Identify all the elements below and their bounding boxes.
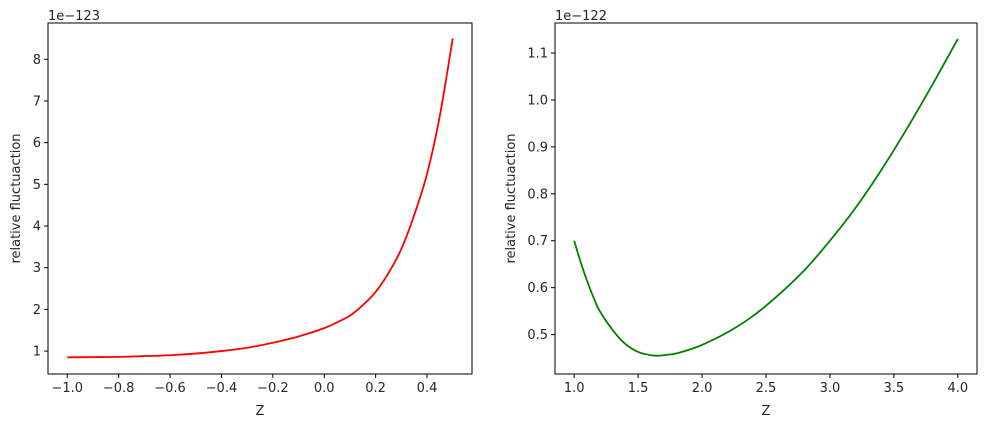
left-y-tick-label: 6 xyxy=(33,136,41,151)
left-y-tick-label: 1 xyxy=(33,345,41,360)
right-y-tick-label: 0.5 xyxy=(527,328,548,343)
right-x-tick-label: 2.0 xyxy=(692,381,713,396)
right-x-tick-label: 1.0 xyxy=(564,381,585,396)
right-y-tick-label: 0.6 xyxy=(527,281,548,296)
right-y-tick-label: 0.7 xyxy=(527,234,548,249)
left-y-tick-label: 5 xyxy=(33,178,41,193)
right-y-tick-label: 1.1 xyxy=(527,47,548,62)
left-x-tick-label: 0.2 xyxy=(365,381,386,396)
left-offset-text: 1e−123 xyxy=(48,9,100,24)
left-plot-area: −1.0 −0.8 −0.6 −0.4 −0.2 0.0 0.2 0.4 1 2 3 4 5 6 7 8 xyxy=(33,38,454,396)
right-axes-frame xyxy=(554,22,978,375)
left-y-tick-label: 2 xyxy=(33,303,41,318)
right-y-tick-label: 0.9 xyxy=(527,140,548,155)
right-y-axis-label: relative fluctuaction xyxy=(504,133,519,263)
left-x-tick-label: 0.4 xyxy=(417,381,438,396)
left-y-axis-label: relative fluctuaction xyxy=(9,133,24,263)
right-x-tick-label: 3.5 xyxy=(884,381,905,396)
left-x-axis-label: Z xyxy=(256,404,265,419)
left-y-tick-label: 8 xyxy=(33,53,41,68)
left-x-tick-label: −0.2 xyxy=(257,381,289,396)
left-x-tick-label: −0.4 xyxy=(206,381,238,396)
left-axes-frame xyxy=(47,22,473,375)
left-y-tick-label: 4 xyxy=(33,220,41,235)
right-x-tick-label: 2.5 xyxy=(756,381,777,396)
left-subplot: −1.0 −0.8 −0.6 −0.4 −0.2 0.0 0.2 0.4 1 2 3 4 5 6 7 8 1e… xyxy=(9,9,473,419)
left-series-line xyxy=(67,38,454,359)
right-x-tick-label: 4.0 xyxy=(947,381,968,396)
right-x-tick-label: 1.5 xyxy=(628,381,649,396)
right-y-tick-label: 0.8 xyxy=(527,187,548,202)
right-x-axis-label: Z xyxy=(762,404,771,419)
right-y-tick-label: 1.0 xyxy=(527,93,548,108)
right-subplot: 1.0 1.5 2.0 2.5 3.0 3.5 4.0 0.5 0.6 0.7 0.8 0.9 1.0 1… xyxy=(504,9,978,419)
left-y-tick-label: 7 xyxy=(33,94,41,109)
left-x-tick-label: −1.0 xyxy=(51,381,83,396)
left-x-tick-label: 0.0 xyxy=(314,381,335,396)
right-offset-text: 1e−122 xyxy=(555,9,607,24)
right-series-line xyxy=(573,38,959,357)
left-y-tick-label: 3 xyxy=(33,261,41,276)
left-x-tick-label: −0.8 xyxy=(103,381,135,396)
right-plot-area: 1.0 1.5 2.0 2.5 3.0 3.5 4.0 0.5 0.6 0.7 0.8 0.9 1.0 1… xyxy=(527,38,968,396)
left-x-tick-label: −0.6 xyxy=(154,381,186,396)
right-x-tick-label: 3.0 xyxy=(820,381,841,396)
